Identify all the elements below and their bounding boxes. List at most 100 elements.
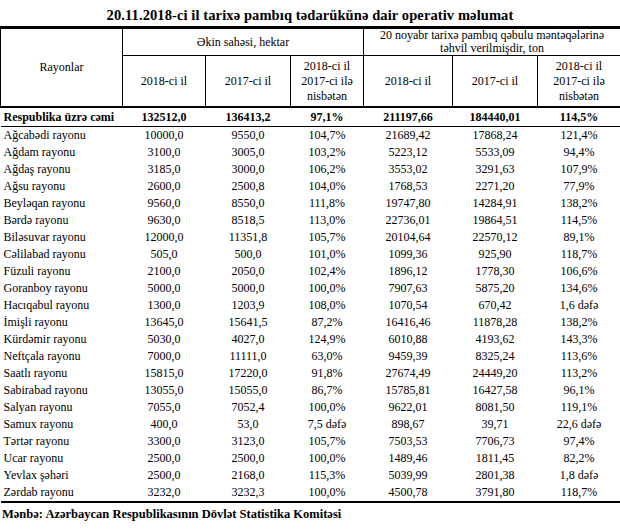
value-cell: 3000,0 (206, 161, 291, 178)
value-cell: 91,8% (291, 365, 364, 382)
value-cell: 1300,0 (123, 297, 206, 314)
value-cell: 2801,38 (453, 467, 538, 484)
table-row: Ağcabədi rayonu 10000,0 9550,0 104,7% 21… (1, 127, 620, 145)
region-cell: Sabirabad rayonu (1, 382, 123, 399)
value-cell: 77,9% (538, 178, 620, 195)
value-cell: 1489,46 (364, 450, 453, 467)
value-cell: 7706,73 (453, 433, 538, 450)
value-cell: 3005,0 (206, 144, 291, 161)
region-cell: Goranboy rayonu (1, 280, 123, 297)
area-ratio-column-header: 2018-ci il 2017-ci ilə nisbətən (291, 56, 364, 108)
delivery-2017-column-header: 2017-ci il (453, 56, 538, 108)
value-cell: 6010,88 (364, 331, 453, 348)
value-cell: 7907,63 (364, 280, 453, 297)
value-cell: 5039,99 (364, 467, 453, 484)
total-value-cell: 184440,01 (453, 107, 538, 127)
value-cell: 1203,9 (206, 297, 291, 314)
region-cell: Bərdə rayonu (1, 212, 123, 229)
table-row: Ağsu rayonu 2600,0 2500,8 104,0% 1768,53… (1, 178, 620, 195)
value-cell: 15815,0 (123, 365, 206, 382)
value-cell: 500,0 (206, 246, 291, 263)
value-cell: 16427,58 (453, 382, 538, 399)
table-row: Goranboy rayonu 5000,0 5000,0 100,0% 790… (1, 280, 620, 297)
value-cell: 2600,0 (123, 178, 206, 195)
value-cell: 5875,20 (453, 280, 538, 297)
value-cell: 118,7% (538, 484, 620, 502)
value-cell: 11111,0 (206, 348, 291, 365)
value-cell: 3300,0 (123, 433, 206, 450)
value-cell: 8325,24 (453, 348, 538, 365)
table-row: Tərtər rayonu 3300,0 3123,0 105,7% 7503,… (1, 433, 620, 450)
region-cell: Ağsu rayonu (1, 178, 123, 195)
value-cell: 111,8% (291, 195, 364, 212)
value-cell: 101,0% (291, 246, 364, 263)
value-cell: 2168,0 (206, 467, 291, 484)
value-cell: 12000,0 (123, 229, 206, 246)
table-row: Ağdam rayonu 3100,0 3005,0 103,2% 5223,1… (1, 144, 620, 161)
value-cell: 97,4% (538, 433, 620, 450)
value-cell: 3232,0 (123, 484, 206, 502)
value-cell: 2500,8 (206, 178, 291, 195)
value-cell: 3123,0 (206, 433, 291, 450)
value-cell: 17868,24 (453, 127, 538, 145)
value-cell: 106,2% (291, 161, 364, 178)
area-2017-column-header: 2017-ci il (206, 56, 291, 108)
value-cell: 143,3% (538, 331, 620, 348)
region-cell: Ağcabədi rayonu (1, 127, 123, 145)
value-cell: 3185,0 (123, 161, 206, 178)
value-cell: 3291,63 (453, 161, 538, 178)
region-cell: Zərdab rayonu (1, 484, 123, 502)
value-cell: 1896,12 (364, 263, 453, 280)
value-cell: 1778,30 (453, 263, 538, 280)
total-row-label: Respublika üzrə cəmi (1, 107, 123, 127)
total-value-cell: 211197,66 (364, 107, 453, 127)
value-cell: 8550,0 (206, 195, 291, 212)
value-cell: 11878,28 (453, 314, 538, 331)
value-cell: 9459,39 (364, 348, 453, 365)
value-cell: 9550,0 (206, 127, 291, 145)
delivery-ratio-column-header: 2018-ci il 2017-ci ilə nisbətən (538, 56, 620, 108)
value-cell: 898,67 (364, 416, 453, 433)
value-cell: 22570,12 (453, 229, 538, 246)
value-cell: 114,5% (538, 212, 620, 229)
group-header-sown-area: Əkin sahəsi, hektar (123, 28, 364, 56)
table-row: Neftçala rayonu 7000,0 11111,0 63,0% 945… (1, 348, 620, 365)
value-cell: 108,0% (291, 297, 364, 314)
value-cell: 3100,0 (123, 144, 206, 161)
value-cell: 11351,8 (206, 229, 291, 246)
region-cell: Samux rayonu (1, 416, 123, 433)
region-cell: Saatlı rayonu (1, 365, 123, 382)
total-value-cell: 97,1% (291, 107, 364, 127)
total-row: Respublika üzrə cəmi 132512,0 136413,2 9… (1, 107, 620, 127)
value-cell: 8518,5 (206, 212, 291, 229)
value-cell: 10000,0 (123, 127, 206, 145)
value-cell: 7503,53 (364, 433, 453, 450)
group-header-delivery: 20 noyabr tarixə pambıq qəbulu məntəqələ… (364, 28, 620, 56)
value-cell: 86,7% (291, 382, 364, 399)
page-title: 20.11.2018-ci il tarixə pambıq tədarükün… (0, 0, 620, 26)
value-cell: 2050,0 (206, 263, 291, 280)
region-cell: Neftçala rayonu (1, 348, 123, 365)
total-value-cell: 132512,0 (123, 107, 206, 127)
value-cell: 15055,0 (206, 382, 291, 399)
value-cell: 27674,49 (364, 365, 453, 382)
value-cell: 118,7% (538, 246, 620, 263)
value-cell: 17220,0 (206, 365, 291, 382)
value-cell: 22736,01 (364, 212, 453, 229)
value-cell: 670,42 (453, 297, 538, 314)
value-cell: 1768,53 (364, 178, 453, 195)
value-cell: 3232,3 (206, 484, 291, 502)
value-cell: 5000,0 (206, 280, 291, 297)
value-cell: 13055,0 (123, 382, 206, 399)
cotton-procurement-table: Rayonlar Əkin sahəsi, hektar 20 noyabr t… (0, 26, 620, 503)
region-cell: Ucar rayonu (1, 450, 123, 467)
value-cell: 1070,54 (364, 297, 453, 314)
value-cell: 9622,01 (364, 399, 453, 416)
value-cell: 134,6% (538, 280, 620, 297)
value-cell: 89,1% (538, 229, 620, 246)
value-cell: 4193,62 (453, 331, 538, 348)
region-cell: Ağdaş rayonu (1, 161, 123, 178)
value-cell: 39,71 (453, 416, 538, 433)
value-cell: 113,6% (538, 348, 620, 365)
region-cell: İmişli rayonu (1, 314, 123, 331)
